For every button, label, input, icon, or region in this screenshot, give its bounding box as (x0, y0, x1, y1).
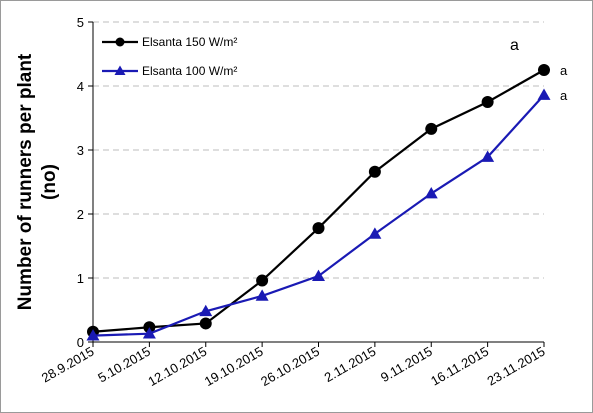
y-axis-label-line-0: Number of runners per plant (15, 53, 36, 310)
x-tick-label-1: 5.10.2015 (95, 344, 153, 386)
annotation-0: a (510, 37, 519, 54)
series-line-1 (92, 94, 545, 337)
point-s1-0 (86, 329, 100, 341)
gridlines (93, 21, 544, 279)
legend: Elsanta 150 W/m² Elsanta 100 W/m² (102, 35, 237, 78)
x-tick-label-7: 16.11.2015 (428, 344, 491, 389)
series-0 (87, 64, 550, 338)
series-1 (86, 88, 551, 341)
x-tick-label-5: 2.11.2015 (322, 344, 379, 385)
legend-label-0: Elsanta 150 W/m² (142, 35, 237, 49)
point-s0-6 (425, 122, 438, 135)
point-s1-4 (312, 269, 325, 281)
point-s0-2 (199, 317, 212, 330)
y-axis-label-line-1: (no) (39, 164, 60, 200)
y-tick-label-2: 2 (77, 207, 84, 222)
annotation-2: a (560, 88, 568, 103)
y-tick-labels: 0 1 2 3 4 5 (77, 15, 93, 350)
x-tick-label-3: 19.10.2015 (202, 344, 266, 390)
point-s1-7 (481, 150, 495, 162)
point-s1-8 (537, 88, 551, 100)
x-tick-label-0: 28.9.2015 (39, 344, 97, 386)
x-tick-label-8: 23.11.2015 (484, 344, 547, 389)
point-s1-3 (255, 289, 269, 301)
legend-label-1: Elsanta 100 W/m² (142, 64, 237, 78)
y-tick-label-3: 3 (77, 143, 84, 158)
series-group (86, 64, 551, 341)
y-tick-label-5: 5 (77, 15, 84, 30)
y-tick-label-1: 1 (77, 271, 84, 286)
point-s1-2 (199, 304, 213, 317)
point-s0-5 (368, 165, 381, 178)
point-s0-3 (256, 274, 269, 287)
series-line-0 (92, 69, 545, 333)
x-tick-label-4: 26.10.2015 (258, 344, 322, 390)
y-tick-label-0: 0 (77, 335, 84, 350)
x-tick-labels: 28.9.20155.10.201512.10.201519.10.201526… (39, 342, 548, 389)
legend-item-1: Elsanta 100 W/m² (102, 64, 237, 78)
point-s0-7 (481, 96, 494, 108)
point-s1-6 (424, 187, 438, 199)
point-s1-5 (368, 227, 382, 239)
point-s0-4 (312, 222, 325, 235)
point-s1-1 (142, 327, 156, 339)
y-tick-label-4: 4 (77, 79, 84, 94)
annotation-1: a (560, 63, 568, 78)
x-tick-label-6: 9.11.2015 (378, 344, 435, 385)
y-axis-label: Number of runners per plant (no) (15, 53, 60, 310)
x-tick-label-2: 12.10.2015 (145, 344, 209, 390)
legend-item-0: Elsanta 150 W/m² (102, 35, 237, 49)
legend-marker-1 (114, 65, 126, 75)
legend-marker-0 (115, 37, 125, 47)
point-s0-8 (538, 64, 550, 76)
annotations: aaa (510, 37, 568, 103)
